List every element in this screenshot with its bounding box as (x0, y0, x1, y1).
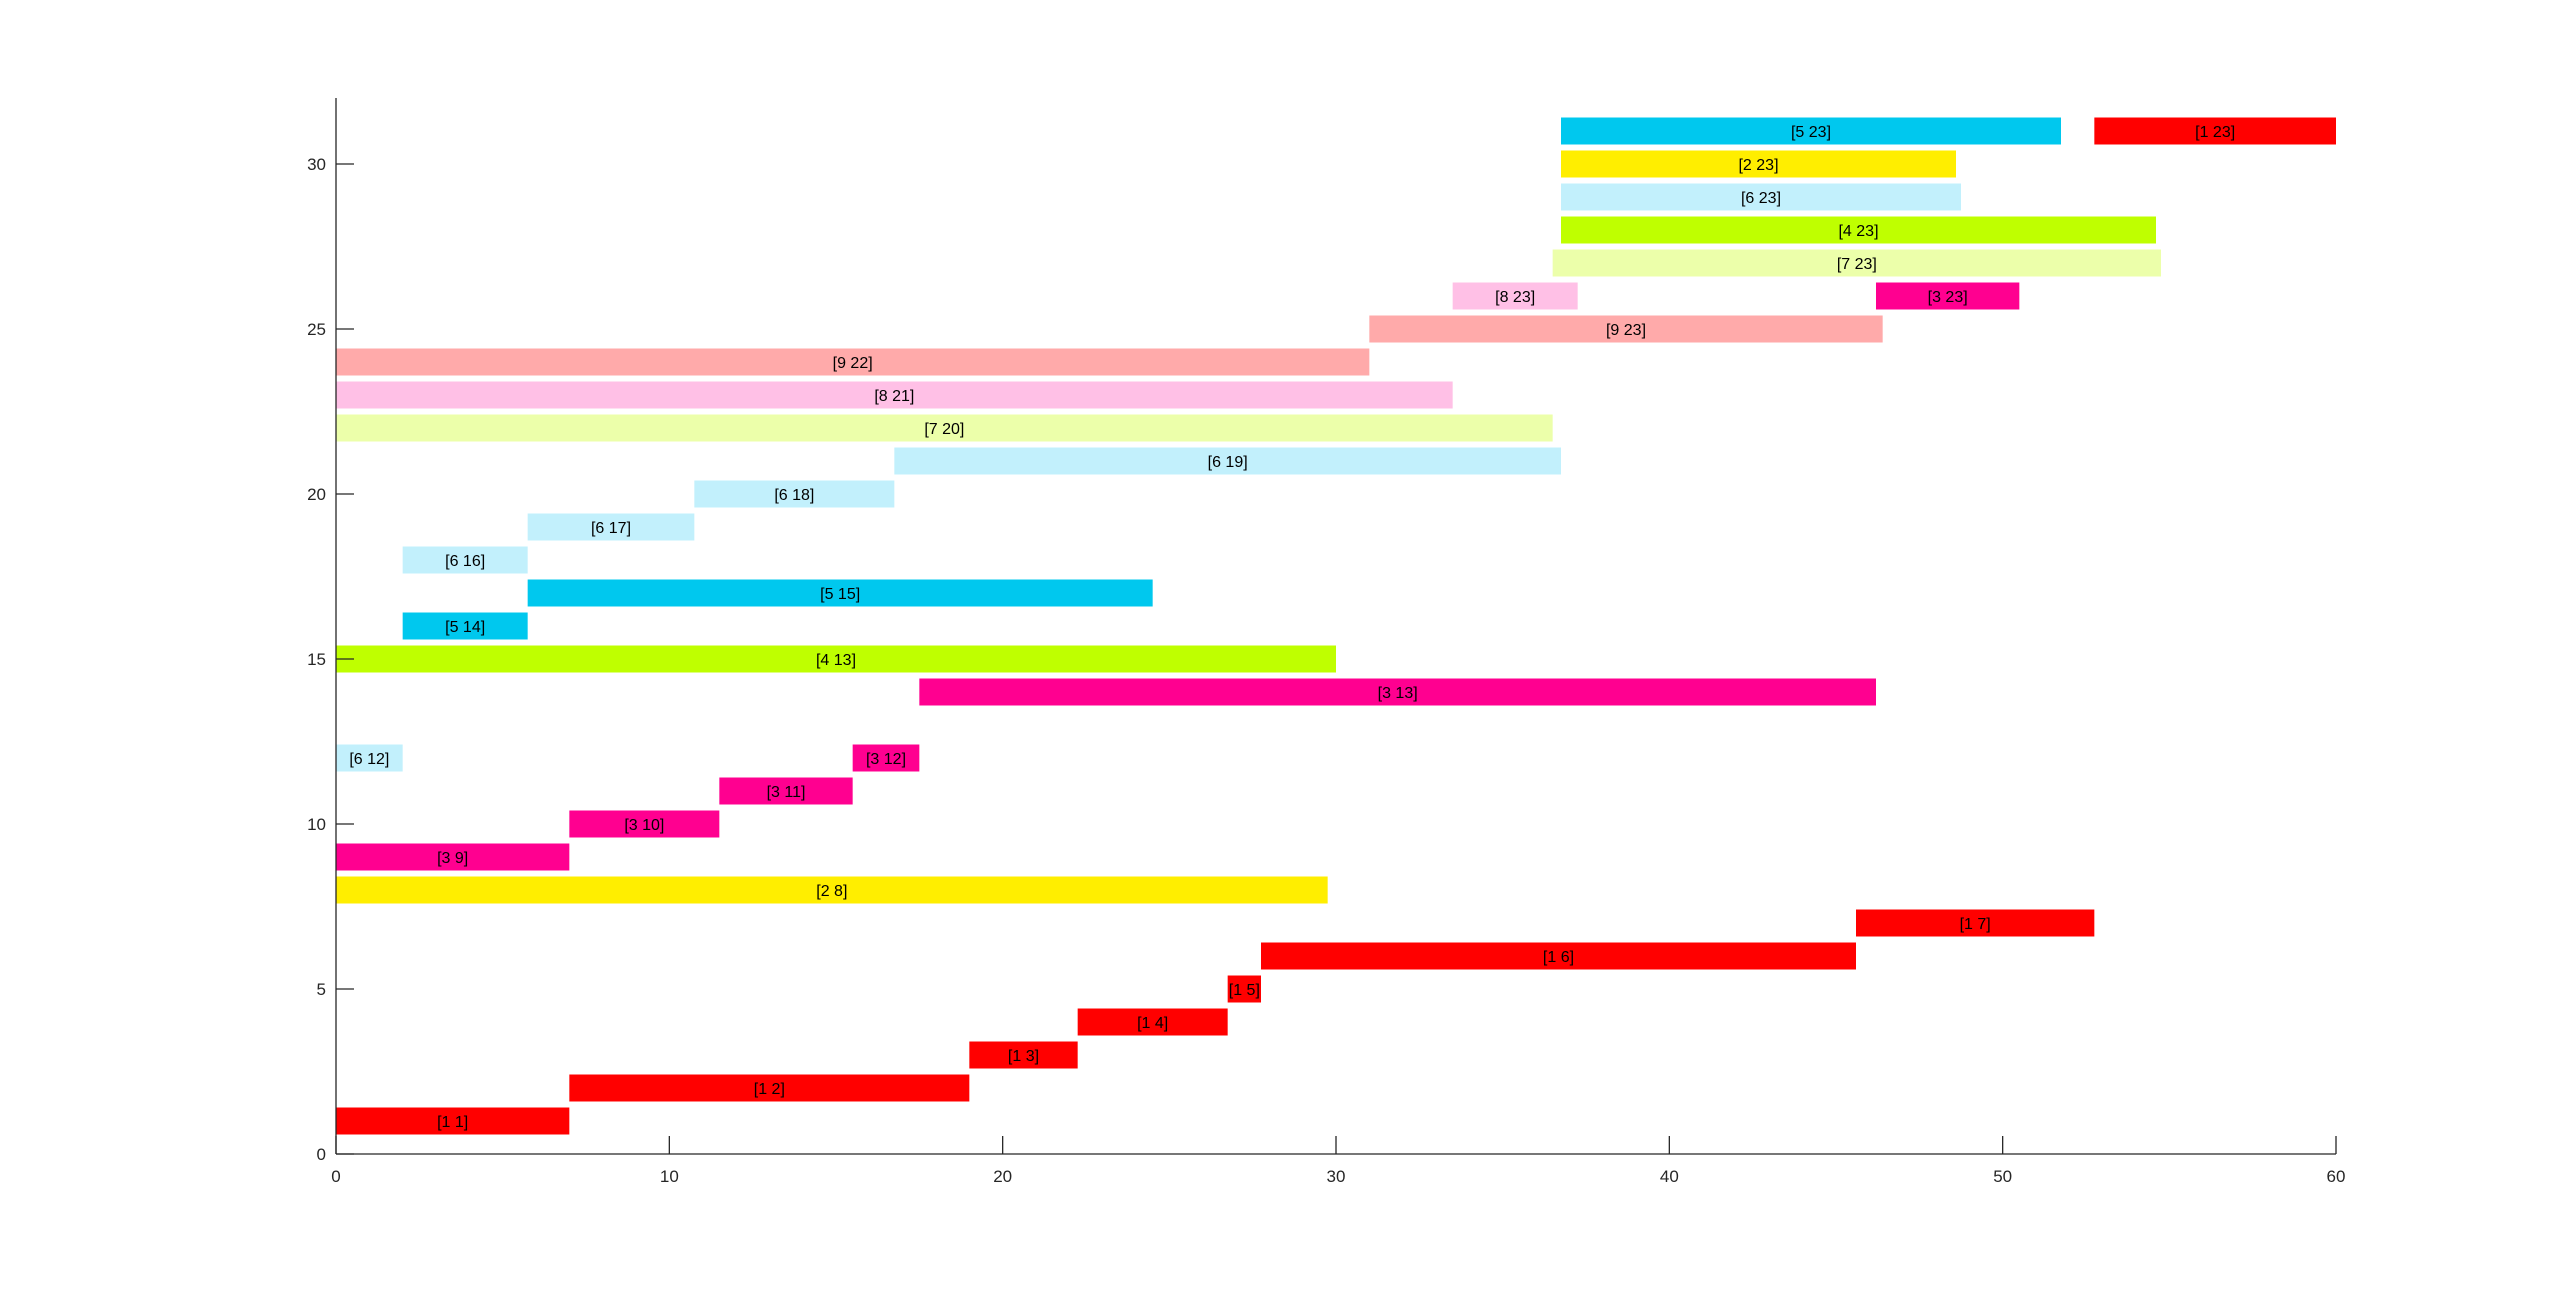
bar-18 (527, 513, 695, 541)
bar-17 (402, 546, 528, 574)
bar-9 (569, 810, 720, 838)
bar-label-29: [6 23] (1741, 190, 1781, 207)
bar-1 (569, 1074, 970, 1102)
bar-label-26: [3 23] (1928, 289, 1968, 306)
bar-4 (1227, 975, 1261, 1003)
y-tick-label-4: 20 (307, 485, 326, 504)
bar-label-12: [6 12] (349, 751, 389, 768)
bar-label-30: [2 23] (1738, 157, 1778, 174)
bar-11 (852, 744, 920, 772)
bar-24 (1369, 315, 1883, 343)
bar-26 (1876, 282, 2020, 310)
bar-15 (402, 612, 528, 640)
bar-label-24: [9 23] (1606, 322, 1646, 339)
bar-label-5: [1 6] (1543, 949, 1574, 966)
bar-label-20: [6 19] (1208, 454, 1248, 471)
bar-label-22: [8 21] (874, 388, 914, 405)
x-tick-label-6: 60 (2327, 1167, 2346, 1186)
bar-2 (969, 1041, 1078, 1069)
bar-label-19: [6 18] (774, 487, 814, 504)
x-tick-label-1: 10 (660, 1167, 679, 1186)
bars-layer: [1 1] [1 2] [1 3] [1 4] [1 5] [1 6] [1 7] [2 8]… (336, 117, 2336, 1135)
bar-5 (1261, 942, 1856, 970)
bar-label-31: [5 23] (1791, 124, 1831, 141)
y-tick-label-6: 30 (307, 155, 326, 174)
bar-10 (719, 777, 853, 805)
bar-label-17: [6 16] (445, 553, 485, 570)
bar-label-0: [1 1] (437, 1114, 468, 1131)
bar-label-16: [5 15] (820, 586, 860, 603)
bar-label-11: [3 12] (866, 751, 906, 768)
bar-label-25: [8 23] (1495, 289, 1535, 306)
bar-14 (336, 645, 1336, 673)
x-tick-label-0: 0 (331, 1167, 340, 1186)
bar-32 (2094, 117, 2336, 145)
bar-7 (336, 876, 1328, 904)
bar-28 (1561, 216, 2156, 244)
bar-12 (336, 744, 403, 772)
bar-label-4: [1 5] (1229, 982, 1260, 999)
axes-layer: 0 10 20 30 40 50 60 0 5 10 15 20 25 30 (307, 98, 2345, 1186)
bar-label-7: [2 8] (816, 883, 847, 900)
x-tick-label-5: 50 (1993, 1167, 2012, 1186)
bar-29 (1561, 183, 1961, 211)
x-tick-label-4: 40 (1660, 1167, 1679, 1186)
bar-label-9: [3 10] (624, 817, 664, 834)
x-tick-label-3: 30 (1327, 1167, 1346, 1186)
bar-20 (894, 447, 1561, 475)
bar-label-28: [4 23] (1838, 223, 1878, 240)
bar-13 (919, 678, 1876, 706)
bar-label-14: [4 13] (816, 652, 856, 669)
bar-label-21: [7 20] (924, 421, 964, 438)
bar-label-23: [9 22] (833, 355, 873, 372)
bar-30 (1561, 150, 1956, 178)
bar-label-27: [7 23] (1837, 256, 1877, 273)
bar-label-8: [3 9] (437, 850, 468, 867)
bar-22 (336, 381, 1453, 409)
bar-label-10: [3 11] (767, 784, 806, 801)
y-tick-label-0: 0 (317, 1145, 326, 1164)
bar-3 (1077, 1008, 1228, 1036)
bar-label-32: [1 23] (2195, 124, 2235, 141)
y-tick-label-2: 10 (307, 815, 326, 834)
bar-label-3: [1 4] (1137, 1015, 1168, 1032)
bar-21 (336, 414, 1553, 442)
bar-16 (527, 579, 1153, 607)
bar-19 (694, 480, 895, 508)
bar-label-2: [1 3] (1008, 1048, 1039, 1065)
bar-25 (1452, 282, 1578, 310)
bar-8 (336, 843, 570, 871)
bar-label-1: [1 2] (754, 1081, 785, 1098)
bar-23 (336, 348, 1370, 376)
bar-6 (1856, 909, 2095, 937)
bar-label-13: [3 13] (1378, 685, 1418, 702)
y-tick-label-5: 25 (307, 320, 326, 339)
bar-0 (336, 1107, 570, 1135)
y-tick-label-3: 15 (307, 650, 326, 669)
bar-27 (1552, 249, 2161, 277)
bar-label-18: [6 17] (591, 520, 631, 537)
bar-31 (1561, 117, 2061, 145)
x-tick-label-2: 20 (993, 1167, 1012, 1186)
bar-label-15: [5 14] (445, 619, 485, 636)
bar-label-6: [1 7] (1960, 916, 1991, 933)
y-tick-label-1: 5 (317, 980, 326, 999)
